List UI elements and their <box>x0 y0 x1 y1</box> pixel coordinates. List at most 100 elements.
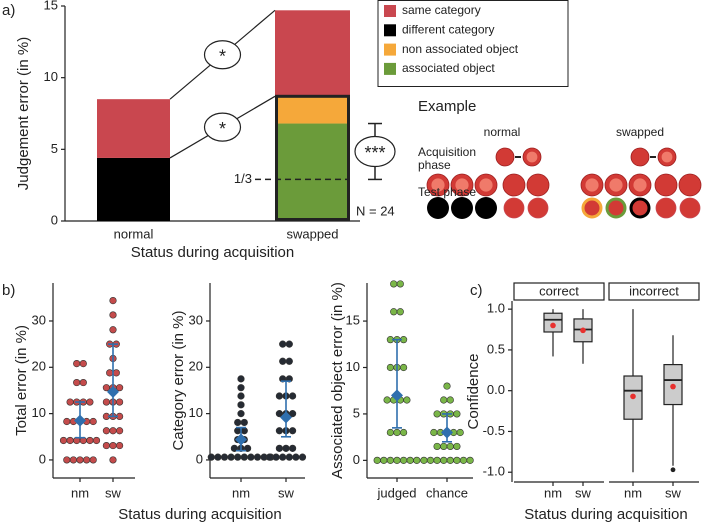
dot <box>292 453 300 461</box>
dot <box>73 378 81 387</box>
dot <box>279 453 287 461</box>
x-axis-label: Status during acquisition <box>118 506 281 523</box>
x-tick-label: normal <box>114 226 154 241</box>
dot <box>79 378 87 387</box>
legend-swatch <box>384 43 396 56</box>
y-tick-label: 1.0 <box>487 301 505 316</box>
tomato <box>503 197 525 219</box>
y-tick-label: 15 <box>44 0 58 12</box>
dot <box>115 441 124 450</box>
dot <box>89 456 97 464</box>
tomato <box>605 197 627 219</box>
dot <box>109 311 117 319</box>
dot <box>63 417 71 426</box>
dot <box>386 456 395 464</box>
dot <box>86 398 94 406</box>
dot <box>207 453 215 461</box>
y-tick-label: 0 <box>196 451 203 466</box>
y-tick-label: 10 <box>32 405 46 420</box>
test-object <box>475 197 497 219</box>
legend-label: same category <box>402 3 481 17</box>
x-tick-label: swapped <box>286 226 338 241</box>
dot <box>453 410 461 418</box>
bar-segment <box>97 99 170 158</box>
dot <box>440 456 448 464</box>
dot <box>420 456 428 464</box>
mean-marker <box>74 414 86 427</box>
dot <box>247 453 255 461</box>
x-tick-label: nm <box>624 485 642 500</box>
facet-strip <box>608 282 700 301</box>
dot <box>282 444 290 452</box>
dot <box>440 442 448 451</box>
tomato <box>654 173 678 197</box>
x-tick-label: sw <box>278 485 295 500</box>
highlight-outline <box>275 94 350 221</box>
dot <box>396 280 404 288</box>
dot <box>109 441 117 450</box>
tomato <box>581 197 603 219</box>
y-axis-label: Judgement error (in %) <box>15 37 32 190</box>
y-tick-label: 5 <box>51 141 58 156</box>
bar-segment <box>97 157 170 221</box>
dot <box>285 453 293 461</box>
dot <box>237 375 245 383</box>
y-tick-label: 10 <box>189 405 203 420</box>
dot <box>79 359 87 368</box>
dot <box>433 410 441 418</box>
y-axis-label: Associated object error (in %) <box>329 282 346 479</box>
y-tick-label: 10 <box>44 69 58 84</box>
dot <box>289 427 297 435</box>
dot <box>289 392 297 400</box>
dot <box>433 456 441 464</box>
dot <box>234 453 242 461</box>
dot <box>220 453 229 461</box>
dot <box>240 453 248 461</box>
dot <box>237 401 245 409</box>
bar-segment <box>275 10 350 97</box>
dot <box>59 436 68 445</box>
dot <box>109 427 117 435</box>
dot <box>73 359 81 368</box>
dot <box>76 456 84 464</box>
dot <box>459 456 468 464</box>
dot <box>279 357 287 365</box>
x-axis-label: Status during acquisition <box>524 506 687 523</box>
mean-marker <box>235 433 247 446</box>
dot <box>275 444 284 452</box>
example-column: swapped <box>616 125 664 139</box>
dot <box>426 456 435 464</box>
y-tick-label: 0 <box>39 451 46 466</box>
dot <box>403 396 411 404</box>
y-tick-label: 0.5 <box>487 341 505 356</box>
dot <box>446 396 454 404</box>
tomato-cut <box>609 178 623 192</box>
dot <box>234 427 242 435</box>
tomato <box>630 147 650 167</box>
tomato-cut <box>455 178 469 192</box>
y-tick-label: 0 <box>353 452 360 467</box>
panel-label: a) <box>2 2 15 19</box>
tomato <box>629 197 651 219</box>
dot <box>109 297 117 305</box>
x-tick-label: nm <box>544 485 562 500</box>
mean-marker <box>391 389 403 402</box>
dot <box>272 453 280 461</box>
dot <box>400 363 408 372</box>
legend-swatch <box>384 62 396 75</box>
dot <box>386 363 395 372</box>
dot <box>227 453 235 461</box>
tomato <box>526 173 550 197</box>
dot <box>109 326 117 334</box>
facet-label: correct <box>539 283 579 298</box>
y-tick-label: 30 <box>189 312 203 327</box>
dot <box>446 442 454 451</box>
mean-marker <box>550 322 556 329</box>
dot <box>102 398 110 406</box>
y-tick-label: 30 <box>32 312 46 327</box>
legend-swatch <box>384 24 396 37</box>
y-tick-label: -0.5 <box>483 423 505 438</box>
dot <box>289 410 297 418</box>
